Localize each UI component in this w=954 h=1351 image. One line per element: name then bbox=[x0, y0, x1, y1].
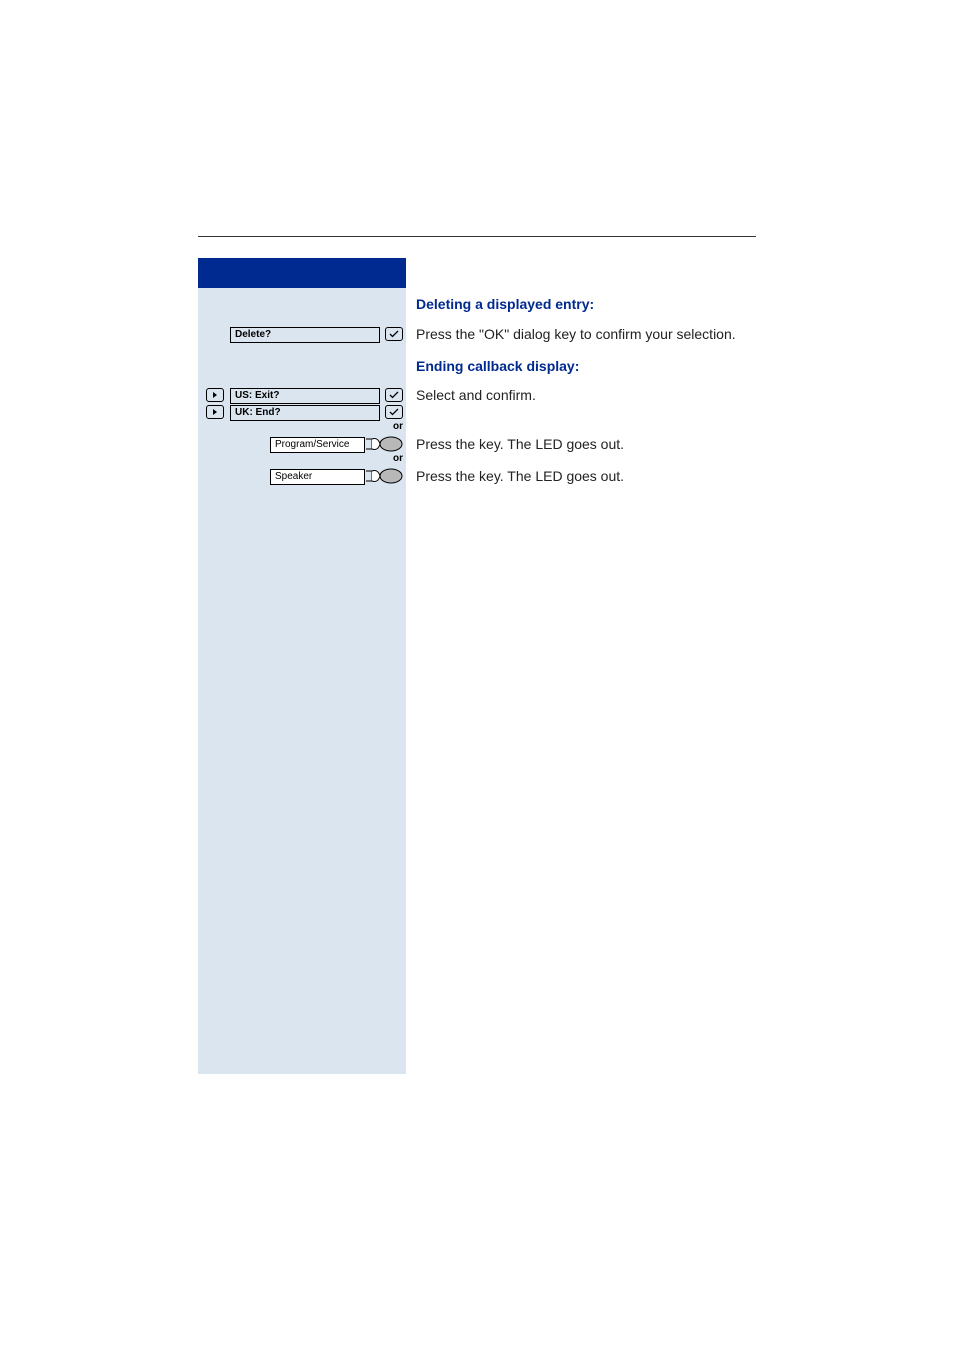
led-key-icon bbox=[366, 436, 404, 452]
or-label: or bbox=[385, 453, 403, 464]
key-label-speaker: Speaker bbox=[270, 469, 365, 485]
display-delete: Delete? bbox=[230, 327, 380, 343]
ok-icon bbox=[385, 327, 403, 341]
page-root: Deleting a displayed entry: Delete? Pres… bbox=[0, 0, 954, 1351]
ok-icon bbox=[385, 405, 403, 419]
arrow-right-icon bbox=[206, 405, 224, 419]
or-label: or bbox=[385, 421, 403, 432]
led-key-icon bbox=[366, 468, 404, 484]
display-us-exit: US: Exit? bbox=[230, 388, 380, 404]
text-press-key-2: Press the key. The LED goes out. bbox=[416, 468, 624, 484]
text-press-ok: Press the "OK" dialog key to confirm you… bbox=[416, 326, 736, 342]
text-select-confirm: Select and confirm. bbox=[416, 387, 536, 403]
key-label-program-service: Program/Service bbox=[270, 437, 365, 453]
arrow-right-icon bbox=[206, 388, 224, 402]
header-rule bbox=[198, 236, 756, 237]
step-header-bar bbox=[198, 258, 406, 288]
text-press-key-1: Press the key. The LED goes out. bbox=[416, 436, 624, 452]
ok-icon bbox=[385, 388, 403, 402]
display-uk-end: UK: End? bbox=[230, 405, 380, 421]
heading-ending: Ending callback display: bbox=[416, 358, 579, 374]
heading-deleting: Deleting a displayed entry: bbox=[416, 296, 594, 312]
